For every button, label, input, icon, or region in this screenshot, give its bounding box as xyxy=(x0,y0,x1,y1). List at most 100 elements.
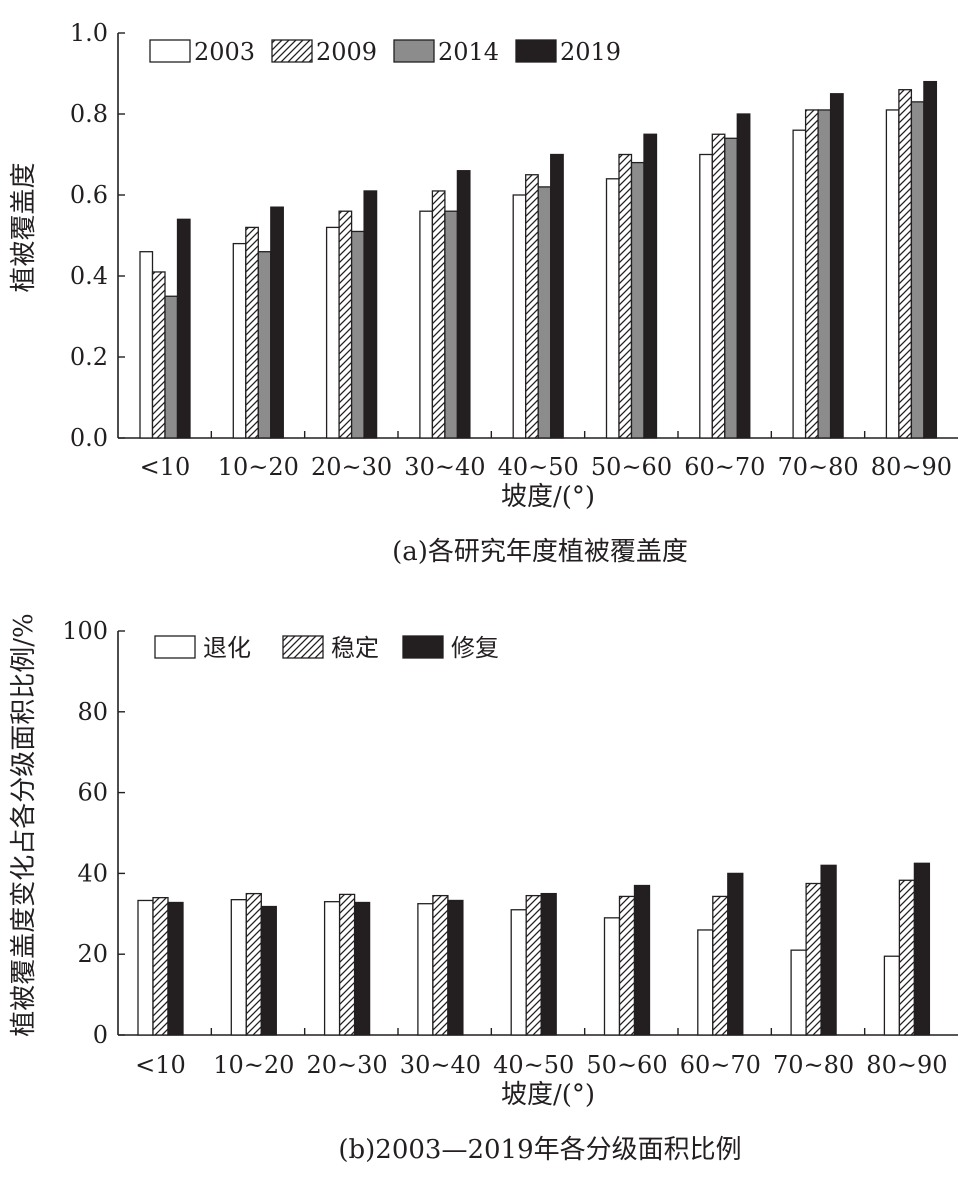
bar-修复-30~40 xyxy=(447,899,464,1036)
y-axis-title: 植被覆盖度变化占各分级面积比例/% xyxy=(9,613,39,1036)
x-axis-title: 坡度/(°) xyxy=(501,1080,595,1110)
bar-修复-60~70 xyxy=(727,872,744,1036)
y-tick-label: 60 xyxy=(77,779,108,807)
bar-2019-<10 xyxy=(176,218,191,439)
bar-修复-40~50 xyxy=(540,892,557,1036)
bar-2019-30~40 xyxy=(456,170,471,439)
y-tick-label: 1.0 xyxy=(70,19,108,47)
bar-2014-40~50 xyxy=(537,186,552,439)
bar-退化-30~40 xyxy=(417,903,434,1036)
bar-稳定-60~70 xyxy=(712,895,729,1036)
x-category-label: 80~90 xyxy=(866,1051,947,1079)
bar-2009-10~20 xyxy=(245,226,259,439)
legend-swatch-2009 xyxy=(271,39,313,63)
bar-修复-70~80 xyxy=(820,864,837,1036)
legend-swatch-2019 xyxy=(515,39,557,63)
bar-稳定-40~50 xyxy=(525,894,542,1036)
bar-2014-<10 xyxy=(164,295,179,439)
chart-a-caption: (a)各研究年度植被覆盖度 xyxy=(392,537,688,567)
bar-退化-40~50 xyxy=(510,909,527,1036)
bar-2019-20~30 xyxy=(363,190,378,439)
bar-2003-50~60 xyxy=(605,178,620,439)
bar-退化-10~20 xyxy=(230,899,247,1036)
x-category-label: 50~60 xyxy=(591,453,672,481)
bar-2003-10~20 xyxy=(232,242,247,439)
y-tick-label: 80 xyxy=(77,698,108,726)
legend: 退化 稳定 修复 xyxy=(154,634,499,662)
bar-2019-50~60 xyxy=(643,133,658,439)
bar-退化-20~30 xyxy=(323,901,341,1036)
bar-2019-60~70 xyxy=(736,113,751,439)
x-category-label: 40~50 xyxy=(493,1051,574,1079)
bar-2009-80~90 xyxy=(898,89,913,439)
legend-label-2003: 2003 xyxy=(194,38,255,66)
bar-稳定-<10 xyxy=(152,896,169,1036)
y-tick-label: 0.6 xyxy=(70,181,108,209)
bar-2009-50~60 xyxy=(618,153,633,439)
y-tick-label: 0.4 xyxy=(70,262,108,290)
x-category-label: 20~30 xyxy=(307,1051,388,1079)
x-category-label: 20~30 xyxy=(311,453,392,481)
bar-修复-20~30 xyxy=(353,901,371,1036)
x-category-label: 60~70 xyxy=(684,453,765,481)
legend-swatch-退化 xyxy=(154,635,196,659)
legend-swatch-修复 xyxy=(402,635,444,659)
bar-2009-70~80 xyxy=(804,109,819,439)
bar-2014-80~90 xyxy=(910,101,925,439)
bar-2003-30~40 xyxy=(419,210,434,439)
bar-2003-80~90 xyxy=(885,109,900,439)
bar-2003-60~70 xyxy=(699,153,713,439)
legend-swatch-稳定 xyxy=(282,635,324,659)
x-category-label: 30~40 xyxy=(404,453,485,481)
bar-2009-60~70 xyxy=(711,133,726,439)
bar-2019-80~90 xyxy=(923,80,938,439)
legend: 2003 2009 2014 2019 xyxy=(149,38,621,66)
bar-2009-20~30 xyxy=(338,210,353,439)
bar-稳定-30~40 xyxy=(432,894,449,1036)
y-tick-label: 20 xyxy=(77,940,108,968)
bar-退化-<10 xyxy=(137,899,154,1036)
bar-稳定-50~60 xyxy=(618,895,636,1036)
legend-swatch-2003 xyxy=(149,39,191,63)
chart-a-coverage-by-year: 0.0 0.2 0.4 0.6 0.8 1.0 <10 10~20 20~30 30~40 40~5… xyxy=(9,19,958,512)
legend-label-退化: 退化 xyxy=(203,634,251,662)
bar-退化-60~70 xyxy=(697,929,714,1036)
legend-label-稳定: 稳定 xyxy=(331,634,379,662)
legend-label-2014: 2014 xyxy=(438,38,499,66)
bar-2019-10~20 xyxy=(270,206,284,439)
bar-2014-60~70 xyxy=(724,137,738,439)
bar-修复-50~60 xyxy=(633,884,651,1036)
x-category-label: <10 xyxy=(140,453,191,481)
bar-稳定-80~90 xyxy=(898,879,916,1036)
legend-label-2019: 2019 xyxy=(560,38,621,66)
bar-2014-10~20 xyxy=(257,251,272,439)
legend-swatch-2014 xyxy=(393,39,435,63)
bar-稳定-70~80 xyxy=(805,882,822,1036)
bar-2014-50~60 xyxy=(630,161,645,439)
bar-退化-50~60 xyxy=(603,917,621,1036)
legend-label-2009: 2009 xyxy=(316,38,377,66)
x-category-label: 30~40 xyxy=(400,1051,481,1079)
x-axis-title: 坡度/(°) xyxy=(501,482,595,512)
bar-2003-<10 xyxy=(139,251,154,439)
y-tick-label: 0 xyxy=(93,1021,108,1049)
bar-2003-40~50 xyxy=(512,194,527,439)
bar-修复-10~20 xyxy=(260,905,277,1036)
y-axis-title: 植被覆盖度 xyxy=(9,162,39,292)
x-category-label: 60~70 xyxy=(680,1051,761,1079)
bar-稳定-10~20 xyxy=(245,892,262,1036)
bar-退化-70~80 xyxy=(790,949,807,1036)
x-category-label: <10 xyxy=(135,1051,186,1079)
bar-2003-70~80 xyxy=(792,129,807,439)
x-category-label: 10~20 xyxy=(218,453,299,481)
y-tick-label: 100 xyxy=(62,617,108,645)
bar-退化-80~90 xyxy=(883,955,901,1036)
y-tick-label: 0.0 xyxy=(70,424,108,452)
bar-修复-<10 xyxy=(167,901,184,1036)
chart-b-caption: (b)2003—2019年各分级面积比例 xyxy=(338,1135,741,1165)
bar-2014-70~80 xyxy=(817,109,832,439)
bar-2019-40~50 xyxy=(550,153,564,439)
bar-2009-<10 xyxy=(151,271,166,439)
legend-label-修复: 修复 xyxy=(451,634,499,662)
